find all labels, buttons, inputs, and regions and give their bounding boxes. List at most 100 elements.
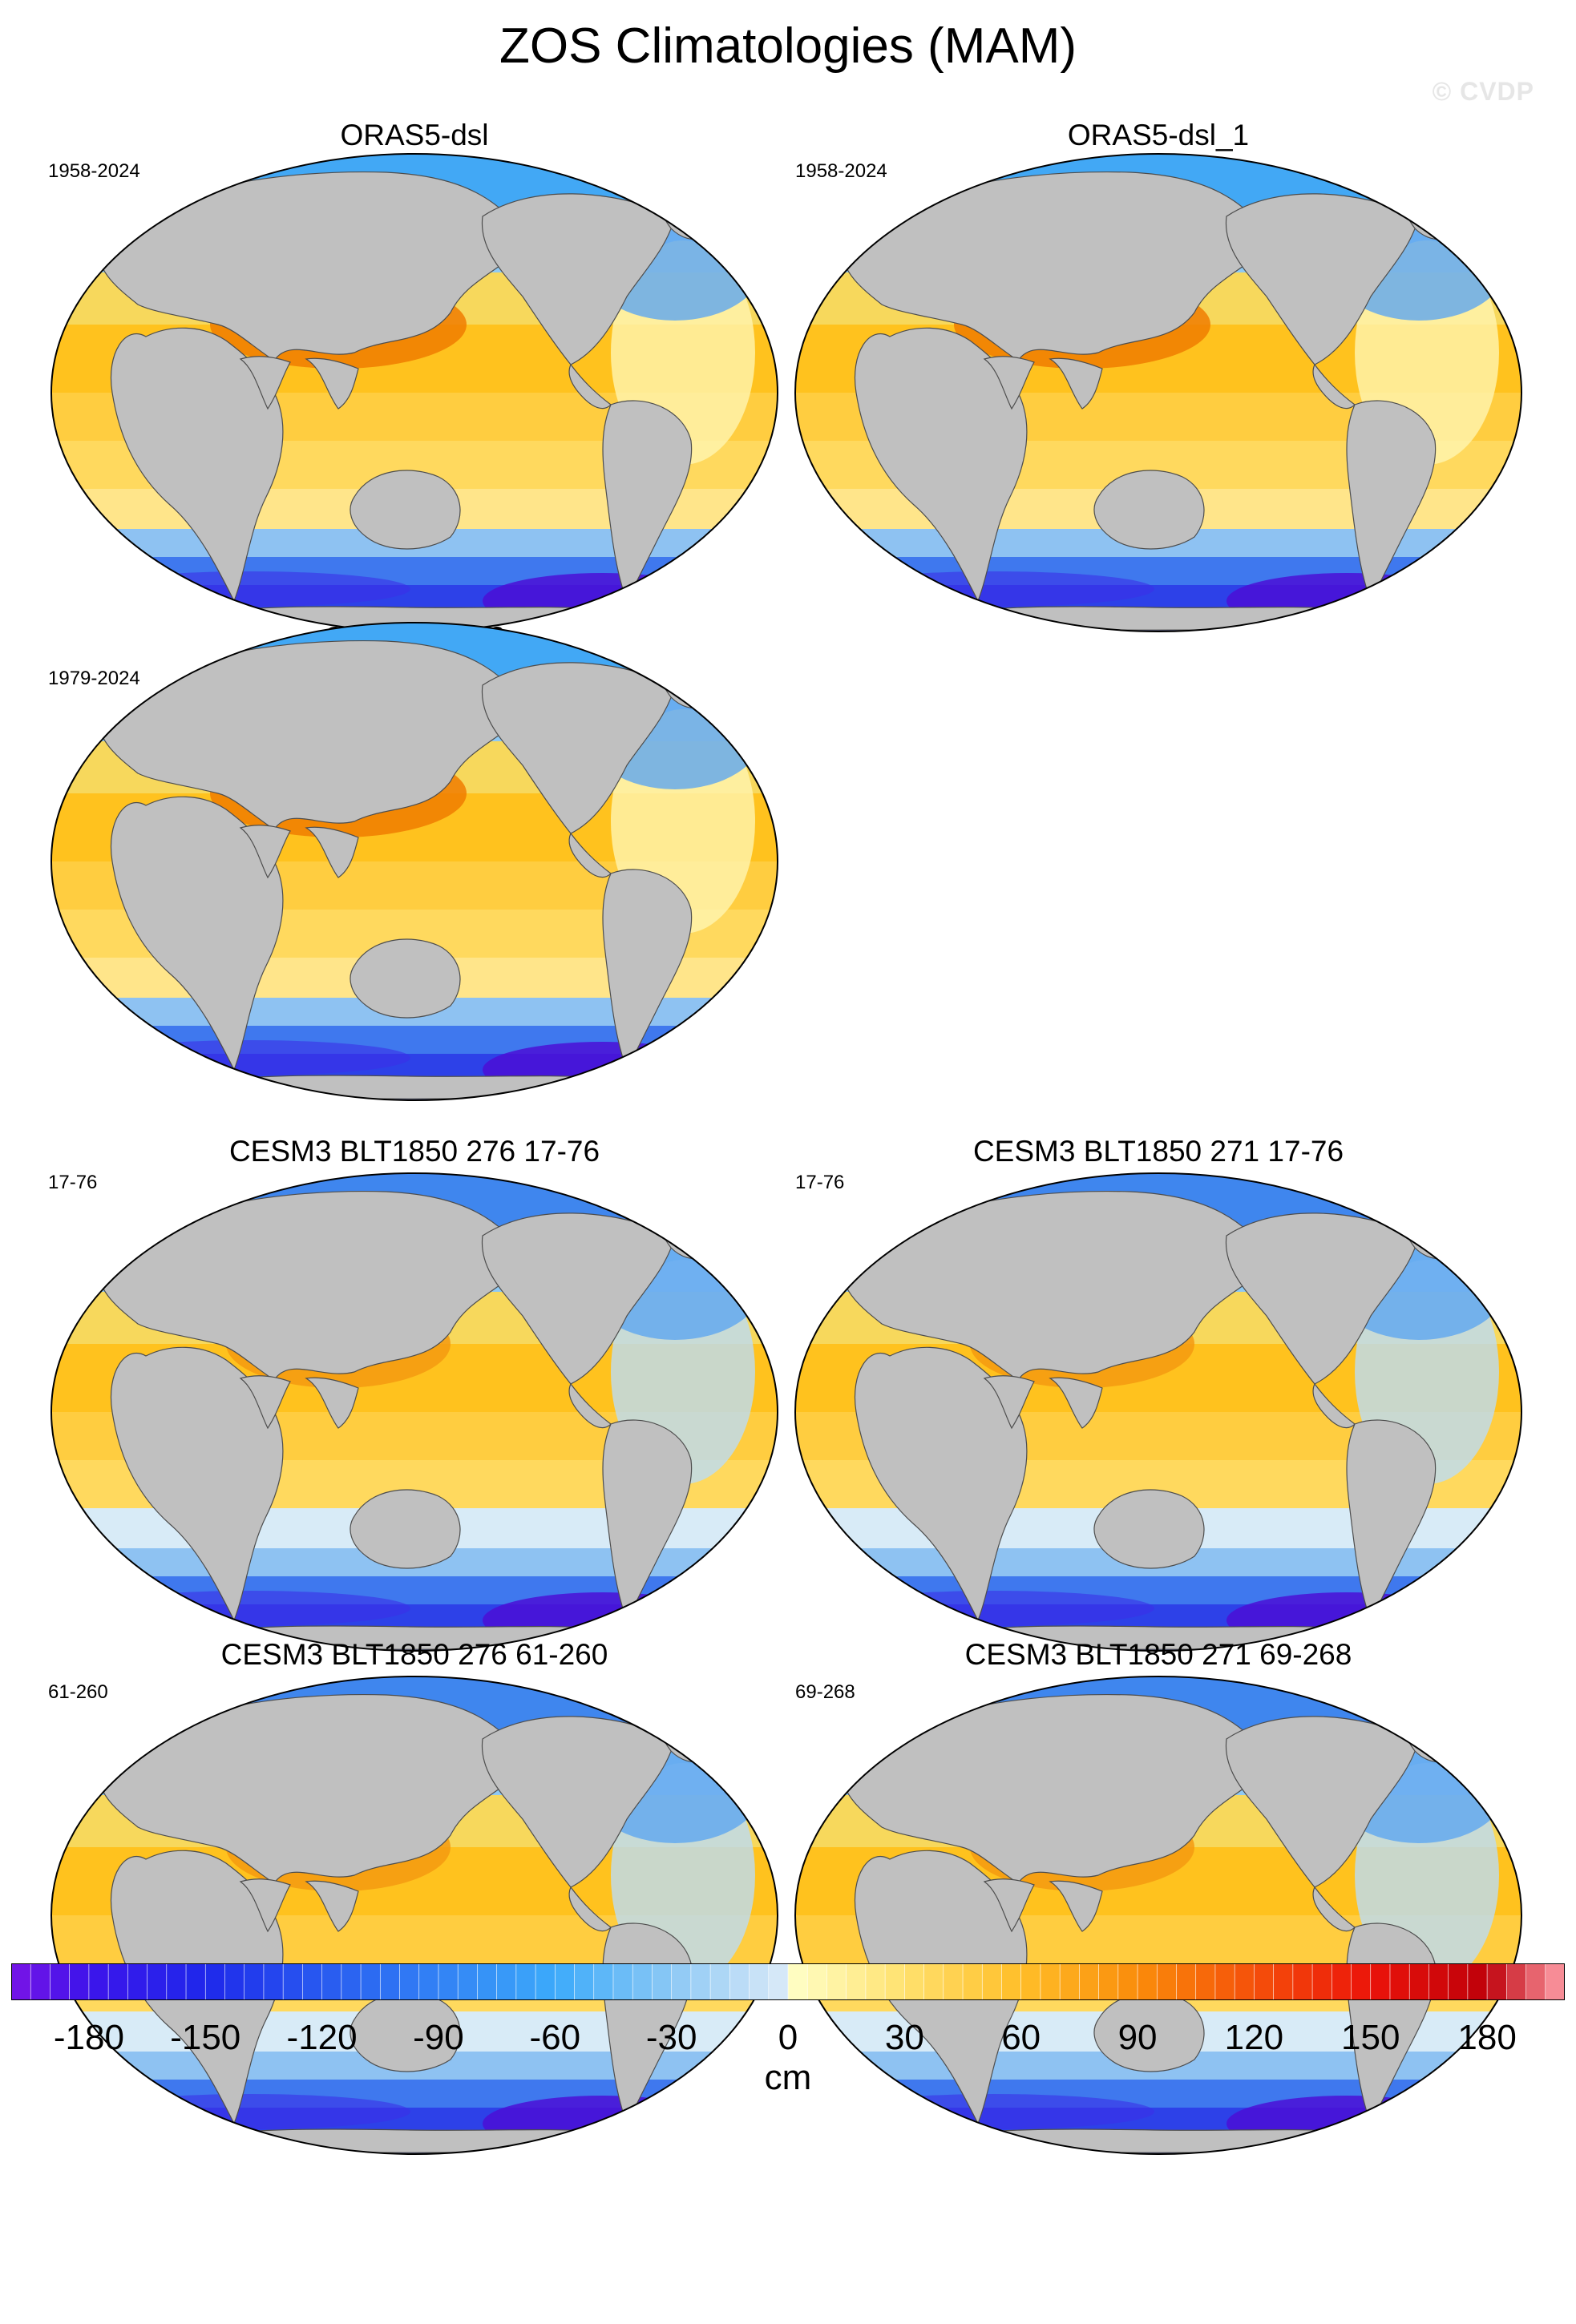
central-america-landmass xyxy=(1312,1886,1356,1932)
zos-band xyxy=(795,1576,1521,1604)
colorbar-tick-label: 180 xyxy=(1457,2018,1517,2057)
colorbar-box xyxy=(147,1963,168,2000)
colorbar-box xyxy=(69,1963,90,2000)
colorbar-box xyxy=(1176,1963,1197,2000)
australia-landmass xyxy=(350,938,461,1019)
cvdp-watermark: © CVDP xyxy=(1432,77,1534,106)
antarctica-landmass xyxy=(161,2128,676,2153)
australia-landmass xyxy=(350,1489,461,1569)
colorbar-box xyxy=(477,1963,498,2000)
colorbar-box xyxy=(204,1963,226,2000)
map-border xyxy=(794,1172,1522,1652)
colorbar-box xyxy=(632,1963,653,2000)
colorbar-box xyxy=(1467,1963,1488,2000)
zos-map xyxy=(794,153,1522,632)
map-border xyxy=(51,1676,778,2155)
north-america-landmass xyxy=(1225,1716,1420,1888)
colorbar-box xyxy=(943,1963,964,2000)
colorbar-box xyxy=(185,1963,207,2000)
colorbar-box xyxy=(1545,1963,1565,2000)
colorbar-tick-label: 60 xyxy=(1001,2018,1041,2057)
central-america-landmass xyxy=(568,832,612,878)
colorbar-box xyxy=(826,1963,847,2000)
africa-landmass xyxy=(110,327,284,603)
colorbar-box xyxy=(127,1963,148,2000)
colorbar-box xyxy=(11,1963,32,2000)
colorbar-box xyxy=(1020,1963,1041,2000)
southern-ocean-low xyxy=(90,1591,410,1626)
colorbar-box xyxy=(709,1963,731,2000)
panel-period: 69-268 xyxy=(795,1681,855,1703)
panel-title: CESM3 BLT1850 276 61-260 xyxy=(220,1638,608,1671)
colorbar-box xyxy=(904,1963,925,2000)
zos-band xyxy=(795,557,1521,585)
africa-landmass xyxy=(110,796,284,1071)
southeast-asia-landmass xyxy=(1049,357,1103,410)
colorbar-box xyxy=(671,1963,692,2000)
colorbar-box xyxy=(690,1963,711,2000)
colorbar-box xyxy=(1332,1963,1352,2000)
europe-asia-landmass xyxy=(97,1190,531,1381)
antarctica-landmass xyxy=(161,1075,676,1099)
colorbar-box xyxy=(574,1963,595,2000)
north-america-landmass xyxy=(1225,1212,1420,1385)
south-america-landmass xyxy=(602,869,693,1071)
colorbar-box xyxy=(884,1963,906,2000)
south-america-landmass xyxy=(1346,1419,1437,1622)
colorbar-units: cm xyxy=(764,2058,812,2097)
africa-landmass xyxy=(110,1346,284,1622)
central-america-landmass xyxy=(568,1886,612,1932)
south-america-landmass xyxy=(602,1419,693,1622)
australia-landmass xyxy=(1093,1489,1205,1569)
zos-map xyxy=(794,1676,1522,2155)
colorbar-box xyxy=(846,1963,867,2000)
colorbar-box xyxy=(1273,1963,1294,2000)
india-landmass xyxy=(239,1878,291,1933)
colorbar-box xyxy=(865,1963,886,2000)
south-america-landmass xyxy=(602,400,693,603)
colorbar-box xyxy=(729,1963,750,2000)
colorbar-box xyxy=(962,1963,984,2000)
southeast-asia-landmass xyxy=(305,1880,359,1932)
colorbar-box xyxy=(1195,1963,1216,2000)
colorbar-box xyxy=(923,1963,944,2000)
colorbar-box xyxy=(806,1963,828,2000)
colorbar-box xyxy=(379,1963,401,2000)
colorbar-box xyxy=(1486,1963,1508,2000)
colorbar-box xyxy=(1234,1963,1255,2000)
map-border xyxy=(794,153,1522,632)
zos-map xyxy=(51,622,778,1101)
colorbar-box xyxy=(244,1963,265,2000)
colorbar-box xyxy=(593,1963,614,2000)
colorbar-box xyxy=(1408,1963,1430,2000)
panel-period: 61-260 xyxy=(48,1681,108,1703)
europe-asia-landmass xyxy=(841,171,1275,361)
colorbar-box xyxy=(360,1963,382,2000)
africa-landmass xyxy=(854,327,1028,603)
zos-map xyxy=(51,1676,778,2155)
colorbar-box xyxy=(1098,1963,1119,2000)
panel-title: ORAS5-dsl_1 xyxy=(1067,119,1250,151)
central-america-landmass xyxy=(568,363,612,410)
india-landmass xyxy=(983,356,1035,410)
colorbar-box xyxy=(418,1963,439,2000)
panel-title: CESM3 BLT1850 271 17-76 xyxy=(972,1135,1344,1168)
colorbar-box xyxy=(224,1963,245,2000)
colorbar-box xyxy=(321,1963,342,2000)
colorbar-box xyxy=(166,1963,187,2000)
colorbar-box xyxy=(787,1963,809,2000)
panel-period: 1979-2024 xyxy=(48,668,140,689)
colorbar-tick-label: 120 xyxy=(1224,2018,1284,2057)
colorbar-box xyxy=(554,1963,576,2000)
colorbar-tick-label: -120 xyxy=(286,2018,358,2057)
colorbar-box xyxy=(1059,1963,1081,2000)
colorbar-box xyxy=(1506,1963,1527,2000)
north-america-landmass xyxy=(481,1716,676,1888)
north-america-landmass xyxy=(481,193,676,365)
colorbar-box xyxy=(302,1963,323,2000)
southern-ocean-low xyxy=(90,1040,410,1075)
map-border xyxy=(794,1676,1522,2155)
colorbar-box xyxy=(1370,1963,1391,2000)
india-landmass xyxy=(239,825,291,879)
panel-title: ORAS5-dsl xyxy=(340,119,489,151)
